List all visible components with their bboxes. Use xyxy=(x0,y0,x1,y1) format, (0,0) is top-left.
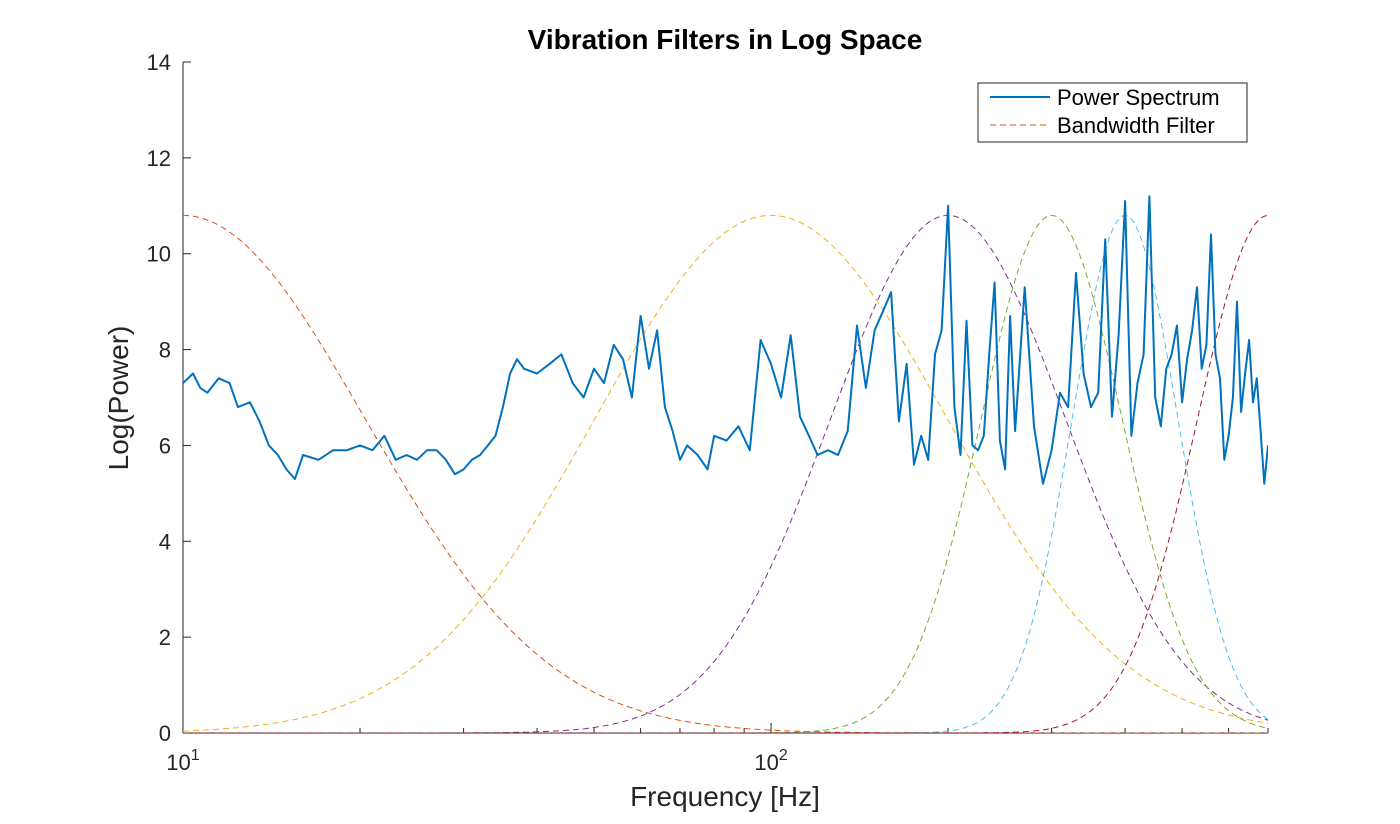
legend-label-bandwidth-filter: Bandwidth Filter xyxy=(1057,113,1215,138)
filter-curve-1 xyxy=(183,214,1268,733)
y-axis-title: Log(Power) xyxy=(103,326,134,471)
x-ticks: 101 102 xyxy=(166,723,1269,775)
legend: Power Spectrum Bandwidth Filter xyxy=(977,82,1248,143)
power-spectrum-line xyxy=(183,195,1268,485)
legend-box xyxy=(977,82,1248,143)
filter-curve-2 xyxy=(183,214,1268,732)
y-tick-label: 4 xyxy=(159,529,171,554)
x-tick-label: 102 xyxy=(754,747,787,775)
y-tick-label: 10 xyxy=(147,242,171,267)
x-tick-label: 101 xyxy=(166,747,199,775)
chart-title: Vibration Filters in Log Space xyxy=(528,24,923,55)
filter-curve-4 xyxy=(183,214,1268,733)
y-ticks: 0 2 4 6 8 10 12 14 xyxy=(147,50,191,746)
filter-curve-3 xyxy=(183,214,1268,733)
y-tick-label: 8 xyxy=(159,338,171,363)
x-axis-title: Frequency [Hz] xyxy=(630,781,820,812)
series-layer xyxy=(183,195,1268,733)
y-tick-label: 6 xyxy=(159,433,171,458)
y-tick-label: 0 xyxy=(159,721,171,746)
y-tick-label: 12 xyxy=(147,146,171,171)
legend-label-power-spectrum: Power Spectrum xyxy=(1057,85,1220,110)
y-tick-label: 2 xyxy=(159,625,171,650)
y-tick-label: 14 xyxy=(147,50,171,75)
